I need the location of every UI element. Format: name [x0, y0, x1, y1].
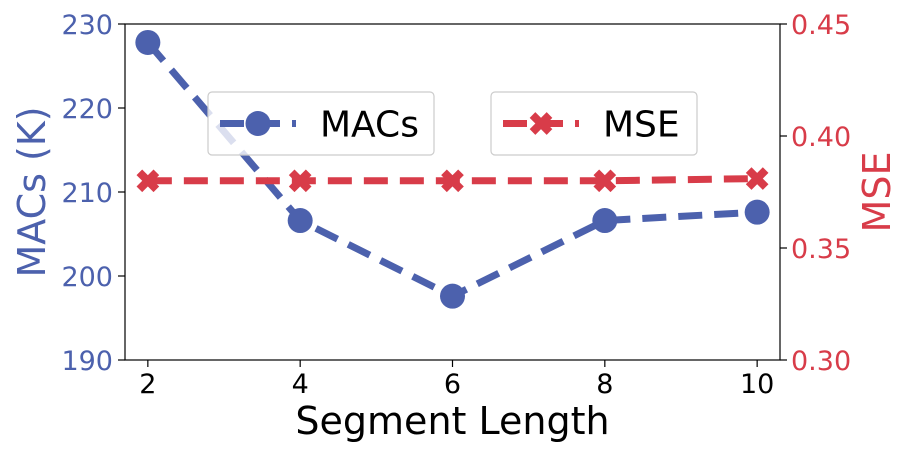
left-axis-title: MACs (K)	[10, 106, 54, 277]
data-point-macs	[440, 283, 465, 309]
x-tick-label: 10	[740, 369, 774, 400]
legend-label-mse: MSE	[603, 105, 680, 146]
series-line-macs	[145, 40, 758, 301]
x-axis-title: Segment Length	[295, 399, 609, 443]
axes: 2 4 6 8 10 190 200 210 220 230 0.30 0.35 0.40 0.45 Seg…	[10, 10, 899, 443]
left-y-tick-label: 220	[61, 94, 113, 125]
legend-marker-mse	[529, 112, 553, 135]
data-point-mse	[593, 169, 617, 193]
legend-item-mse: MSE	[490, 91, 698, 156]
left-y-tick-label: 200	[61, 262, 113, 293]
right-y-tick-label: 0.40	[791, 122, 851, 153]
left-y-tick-label: 210	[61, 178, 113, 209]
legend: MACs MSE	[207, 91, 698, 156]
x-tick-label: 6	[444, 369, 461, 400]
series-layer	[135, 29, 770, 309]
legend-box	[490, 91, 698, 156]
right-axis-title: MSE	[855, 152, 899, 233]
left-y-tick-label: 230	[61, 10, 113, 41]
data-point-macs	[135, 29, 161, 55]
data-point-macs	[744, 199, 770, 225]
right-y-tick-label: 0.45	[791, 10, 851, 41]
data-point-macs	[287, 208, 313, 234]
x-tick-label: 4	[292, 369, 309, 400]
legend-label-macs: MACs	[320, 105, 419, 146]
right-y-tick-label: 0.30	[791, 346, 851, 377]
x-tick-label: 2	[139, 369, 156, 400]
legend-box	[207, 91, 435, 156]
data-point-mse	[441, 169, 464, 193]
plot-frame	[124, 23, 781, 361]
x-tick-label: 8	[596, 369, 613, 400]
legend-marker-macs	[245, 111, 271, 136]
data-point-mse	[745, 167, 769, 190]
data-point-mse	[288, 169, 312, 193]
legend-item-macs: MACs	[207, 91, 435, 156]
data-point-mse	[136, 169, 160, 193]
right-y-tick-label: 0.35	[791, 234, 851, 265]
left-y-tick-label: 190	[61, 346, 113, 377]
data-point-macs	[592, 208, 618, 234]
